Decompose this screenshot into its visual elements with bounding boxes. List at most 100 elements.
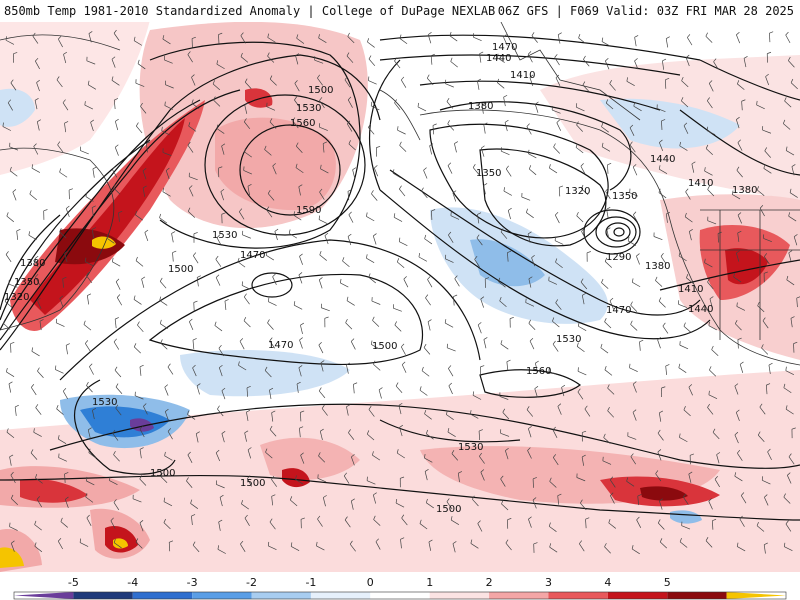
wind-barb-flag xyxy=(351,498,355,502)
wind-barb xyxy=(629,367,638,372)
wind-barb xyxy=(84,104,94,110)
wind-barb-flag xyxy=(59,295,64,299)
contour-label: 1320 xyxy=(4,292,29,303)
wind-barb-flag xyxy=(266,206,270,211)
wind-barb xyxy=(343,475,350,484)
wind-barb-flag xyxy=(483,183,488,186)
wind-barb xyxy=(401,364,407,373)
wind-barb xyxy=(659,142,664,151)
wind-barb xyxy=(480,148,485,157)
wind-barb-flag xyxy=(449,31,452,36)
wind-barb-flag xyxy=(559,185,564,188)
wind-barb xyxy=(240,543,246,552)
wind-barb-flag xyxy=(788,56,791,61)
wind-barb-flag xyxy=(371,190,374,194)
wind-barb xyxy=(10,543,15,552)
wind-barb xyxy=(736,170,743,178)
wind-barb xyxy=(295,479,304,485)
wind-barb-flag xyxy=(37,119,41,123)
wind-barb xyxy=(527,54,533,63)
wind-barb-flag xyxy=(429,143,434,146)
wind-barb xyxy=(192,340,195,350)
wind-barb-flag xyxy=(609,80,612,84)
wind-barb-flag xyxy=(188,122,191,127)
colorbar-tick-label: -5 xyxy=(68,576,79,589)
wind-barb xyxy=(269,390,272,400)
wind-barb xyxy=(7,102,13,111)
wind-barb xyxy=(500,432,510,437)
wind-barb-flag xyxy=(348,429,351,433)
wind-barb-flag xyxy=(113,499,117,503)
wind-barb-flag xyxy=(505,165,509,170)
wind-barb-flag xyxy=(298,272,303,276)
wind-barb xyxy=(500,231,508,239)
wind-barb xyxy=(34,100,38,110)
wind-barb xyxy=(743,58,747,68)
wind-barb-flag xyxy=(221,212,226,215)
wind-barb xyxy=(419,389,428,396)
wind-barb-flag xyxy=(62,99,66,103)
wind-barb xyxy=(601,126,609,133)
wind-barb-flag xyxy=(367,38,370,43)
wind-barb xyxy=(712,520,714,530)
wind-barb xyxy=(373,519,381,526)
contour-label: 1380 xyxy=(468,101,493,112)
wind-barb-flag xyxy=(394,57,397,62)
wind-barb xyxy=(561,387,565,397)
wind-barb xyxy=(606,102,614,110)
wind-barb-flag xyxy=(527,231,532,235)
wind-barb-flag xyxy=(451,449,455,454)
wind-barb-flag xyxy=(91,205,96,208)
wind-barb-flag xyxy=(633,381,637,385)
wind-barb-flag xyxy=(139,364,144,368)
wind-barb xyxy=(399,188,406,197)
wind-barb-flag xyxy=(394,99,398,103)
wind-barb-flag xyxy=(62,276,67,280)
wind-barb-flag xyxy=(529,338,534,342)
contour-label: 1350 xyxy=(476,168,501,179)
wind-barb xyxy=(577,391,584,400)
wind-barb xyxy=(346,300,355,306)
wind-barb xyxy=(195,433,199,443)
wind-barb-flag xyxy=(793,234,798,237)
wind-barb-flag xyxy=(679,538,682,543)
wind-barb xyxy=(601,41,611,47)
wind-barb xyxy=(627,435,637,440)
wind-barb-flag xyxy=(548,522,551,527)
wind-barb xyxy=(793,236,798,246)
wind-barb xyxy=(532,499,537,509)
wind-barb-flag xyxy=(62,387,67,392)
wind-barb xyxy=(317,518,323,527)
wind-barb-flag xyxy=(533,542,538,545)
wind-barb xyxy=(218,348,224,357)
wind-barb-flag xyxy=(709,296,714,300)
wind-barb-flag xyxy=(736,166,740,171)
wind-barb xyxy=(683,496,689,505)
wind-barb-flag xyxy=(706,126,709,131)
wind-barb xyxy=(269,521,276,530)
wind-barb-flag xyxy=(478,429,483,432)
contour-label: 1530 xyxy=(556,334,581,345)
wind-barb xyxy=(86,275,93,284)
wind-barb xyxy=(577,370,587,376)
wind-barb xyxy=(449,35,458,42)
wind-barb xyxy=(164,59,173,64)
wind-barb xyxy=(549,481,557,488)
contour-label: 1530 xyxy=(458,442,483,453)
anomaly-colorbar: -5 -4 -3 -2 -1 0 1 2 3 4 5 xyxy=(0,572,800,600)
wind-barb-flag xyxy=(115,383,119,388)
wind-barb xyxy=(681,100,689,108)
wind-barb xyxy=(576,215,584,223)
wind-barb xyxy=(350,500,354,510)
wind-barb-flag xyxy=(113,451,116,455)
wind-barb-flag xyxy=(705,32,708,37)
wind-barb-flag xyxy=(218,32,223,35)
wind-barb-flag xyxy=(373,492,377,496)
wind-barb-flag xyxy=(736,302,738,307)
contour-label: 1320 xyxy=(565,186,590,197)
wind-barb xyxy=(737,546,746,552)
wind-barb-flag xyxy=(452,541,457,544)
wind-barb-flag xyxy=(707,403,710,408)
wind-barb-flag xyxy=(629,124,634,129)
